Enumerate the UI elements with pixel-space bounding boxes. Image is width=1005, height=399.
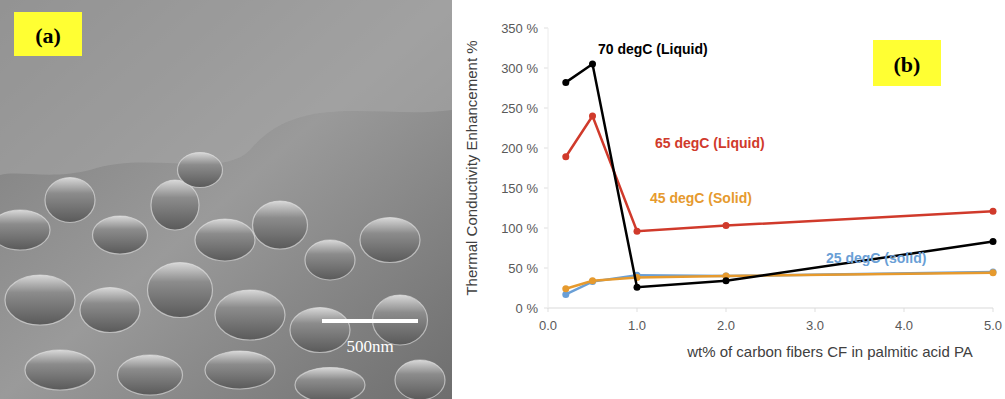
sem-grain [178,153,223,188]
y-tick [544,148,548,149]
sem-grain [5,275,75,325]
series-label: 25 degC (solid) [826,250,926,266]
series-point [990,269,997,276]
x-tick [637,308,638,312]
y-tick [544,268,548,269]
sem-grain [295,368,365,399]
y-tick-label: 0 % [516,301,539,316]
series-point [634,228,641,235]
sem-grain [148,263,213,318]
x-tick [993,308,994,312]
y-tick-label: 300 % [501,61,538,76]
y-tick-label: 100 % [501,221,538,236]
sem-grain [205,351,275,389]
panel-label: (a) [35,23,61,48]
series-point [990,269,997,276]
y-tick-label: 350 % [501,21,538,36]
sem-grain [45,178,95,223]
x-axis [548,308,993,309]
sem-grain [195,219,255,261]
series-line [566,273,993,289]
series-point [562,153,569,160]
sem-grain [0,210,50,250]
series-point [589,113,596,120]
series-line [566,116,993,231]
sem-grain [80,288,140,333]
y-axis [548,28,549,308]
x-tick [726,308,727,312]
y-tick [544,188,548,189]
x-tick [815,308,816,312]
series-point [589,61,596,68]
series-line [566,64,993,287]
y-tick-label: 50 % [508,261,538,276]
series-label: 70 degC (Liquid) [598,41,708,57]
x-tick [548,308,549,312]
series-point [723,222,730,229]
series-point [634,284,641,291]
scale-bar [322,319,418,323]
series-point [589,278,596,285]
x-tick-label: 2.0 [717,318,735,333]
sem-surface [0,0,452,175]
y-tick [544,228,548,229]
sem-grain [118,355,183,395]
sem-grain [395,360,445,399]
y-tick-label: 150 % [501,181,538,196]
x-tick [904,308,905,312]
scale-bar-label: 500nm [346,337,393,356]
sem-grain [25,350,95,390]
x-tick-label: 3.0 [806,318,824,333]
sem-grain [360,218,420,263]
plot-area [562,61,996,298]
panel-label-box [873,40,941,86]
x-tick-label: 4.0 [895,318,913,333]
series-point [990,238,997,245]
y-tick [544,108,548,109]
panel-label: (b) [894,52,921,77]
x-tick-label: 1.0 [628,318,646,333]
sem-background [0,0,452,399]
sem-grain [215,290,285,340]
y-tick-label: 250 % [501,101,538,116]
figure: (a) 500nm 0 % 50 % 100 % 150 % 200 % 250 % 300 %… [0,0,1005,399]
series-point [562,285,569,292]
series-line [566,272,993,294]
series-point [723,277,730,284]
series-point [562,79,569,86]
series-label: 45 degC (Solid) [650,190,752,206]
sem-grain [253,201,308,249]
y-tick [544,68,548,69]
sem-image: (a) 500nm [0,0,452,399]
x-tick-label: 5.0 [984,318,1002,333]
panel-label-box [14,12,82,56]
y-tick-label: 200 % [501,141,538,156]
sem-grain [290,308,350,353]
series-label: 65 degC (Liquid) [655,135,765,151]
x-axis-title: wt% of carbon fibers CF in palmitic acid… [686,343,973,360]
series-point [589,277,596,284]
series-point [990,208,997,215]
sem-grain [151,180,199,230]
sem-grain [93,216,148,254]
chart: 0 % 50 % 100 % 150 % 200 % 250 % 300 % 350 % 0.0… [463,21,1002,360]
sem-grain [305,240,355,280]
y-tick [544,28,548,29]
figure-svg: (a) 500nm 0 % 50 % 100 % 150 % 200 % 250 % 300 %… [0,0,1005,399]
x-tick-label: 0.0 [539,318,557,333]
y-axis-title: Thermal Conductivity Enhancement % [463,40,480,295]
y-tick [544,308,548,309]
